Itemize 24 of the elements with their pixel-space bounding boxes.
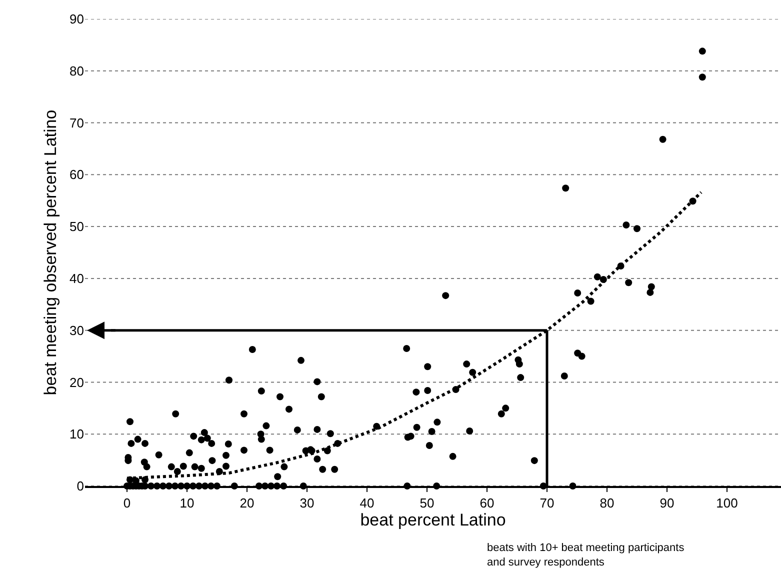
y-tick-label: 10 xyxy=(70,426,84,442)
y-tick-label: 30 xyxy=(70,322,84,338)
x-tick-label: 60 xyxy=(480,496,494,511)
x-tick-label: 70 xyxy=(540,496,554,511)
y-tick-label: 20 xyxy=(70,374,84,390)
y-tick-label: 40 xyxy=(70,270,84,286)
y-tick-label: 60 xyxy=(70,167,84,182)
y-tick-label: 90 xyxy=(70,12,84,27)
x-tick-label: 10 xyxy=(180,496,194,511)
y-tick-label: 70 xyxy=(70,115,84,130)
x-tick-label: 20 xyxy=(240,496,254,511)
y-tick-label: 50 xyxy=(70,219,84,234)
text: beats with 10+ beat meeting participants and survey respondents xyxy=(487,542,685,568)
y-tick-label: 0 xyxy=(76,478,84,494)
y-axis-title: beat meeting observed percent Latino xyxy=(41,110,60,396)
x-tick-label: 30 xyxy=(300,496,314,511)
x-tick-label: 90 xyxy=(660,496,674,511)
x-tick-label: 80 xyxy=(600,496,614,511)
x-tick-label: 40 xyxy=(360,496,374,511)
y-tick-label: 80 xyxy=(70,63,84,78)
x-tick-label: 100 xyxy=(716,496,738,511)
x-axis-title: beat percent Latino xyxy=(360,510,506,530)
x-tick-label: 0 xyxy=(123,496,131,511)
x-tick-label: 50 xyxy=(420,496,434,511)
